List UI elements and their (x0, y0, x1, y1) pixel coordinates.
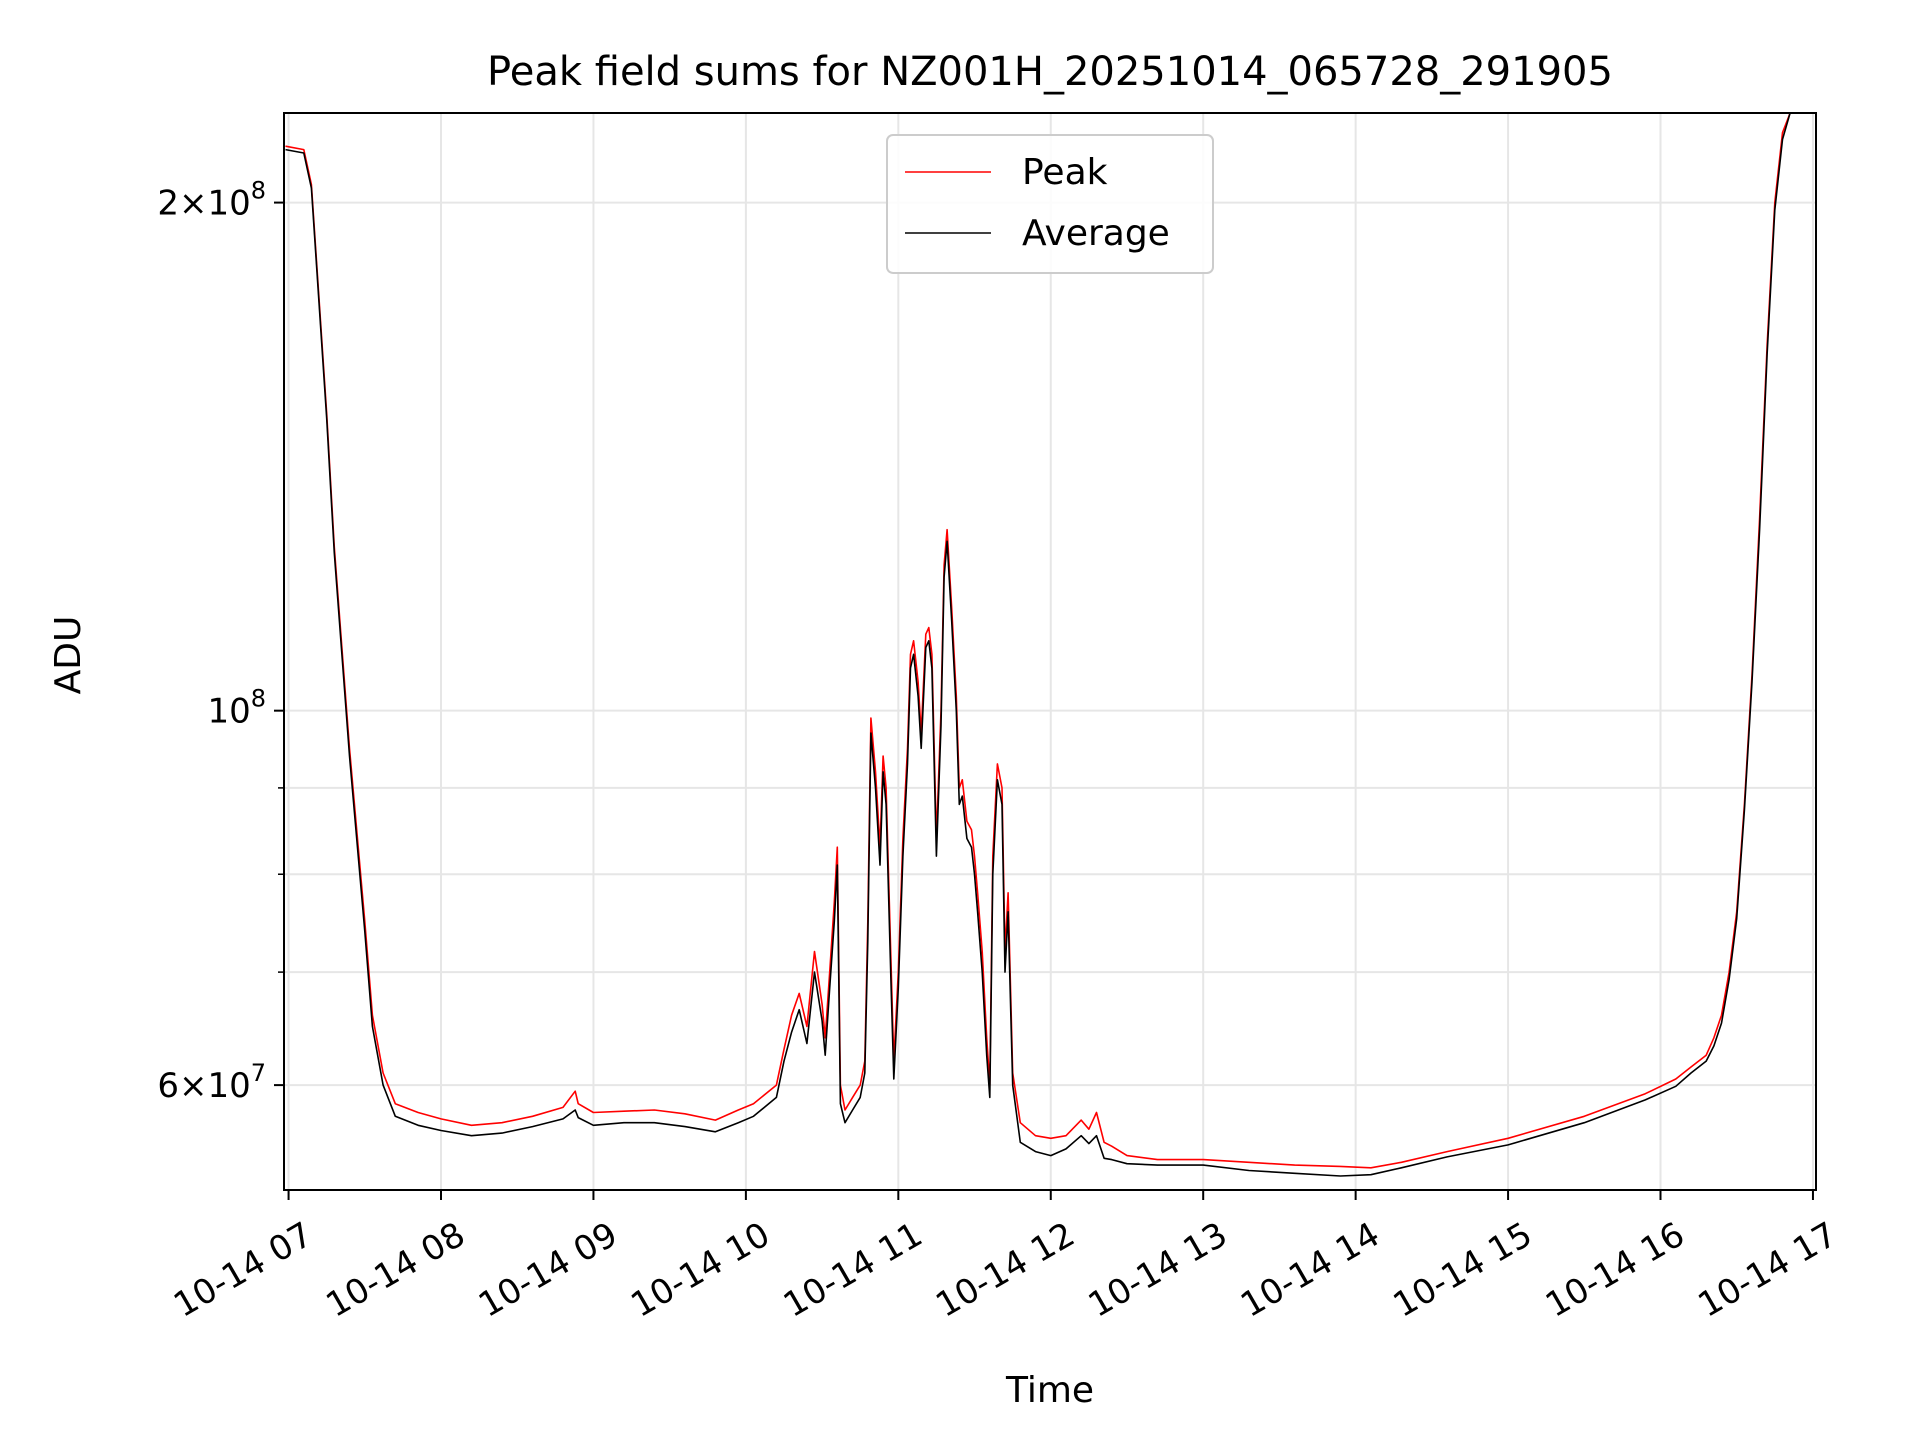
y-tick-times: × (179, 184, 208, 224)
series-line-average (285, 112, 1806, 1177)
y-tick-label: 6×107 (157, 1059, 266, 1106)
legend-label-peak: Peak (1022, 152, 1108, 193)
y-tick-base: 2 (157, 184, 179, 224)
y-tick-label: 108 (207, 685, 266, 732)
x-axis-label: Time (1005, 1370, 1094, 1411)
legend: Peak Average (886, 134, 1214, 274)
y-tick-label: 2×108 (157, 177, 266, 224)
series-layer (285, 112, 1806, 1177)
legend-box (886, 134, 1214, 274)
y-tick-ten: 10 (207, 184, 250, 224)
chart-title: Peak field sums for NZ001H_20251014_0657… (487, 49, 1613, 95)
y-tick-exponent: 8 (251, 685, 266, 713)
legend-label-average: Average (1022, 213, 1170, 254)
series-line-peak (285, 112, 1806, 1169)
y-tick-times: × (179, 1066, 208, 1106)
y-tick-exponent: 7 (251, 1059, 266, 1087)
y-tick-base: 6 (157, 1066, 179, 1106)
y-tick-exponent: 8 (251, 177, 266, 205)
y-tick-ten: 10 (207, 692, 250, 732)
y-axis-label: ADU (48, 616, 89, 695)
y-tick-ten: 10 (207, 1066, 250, 1106)
